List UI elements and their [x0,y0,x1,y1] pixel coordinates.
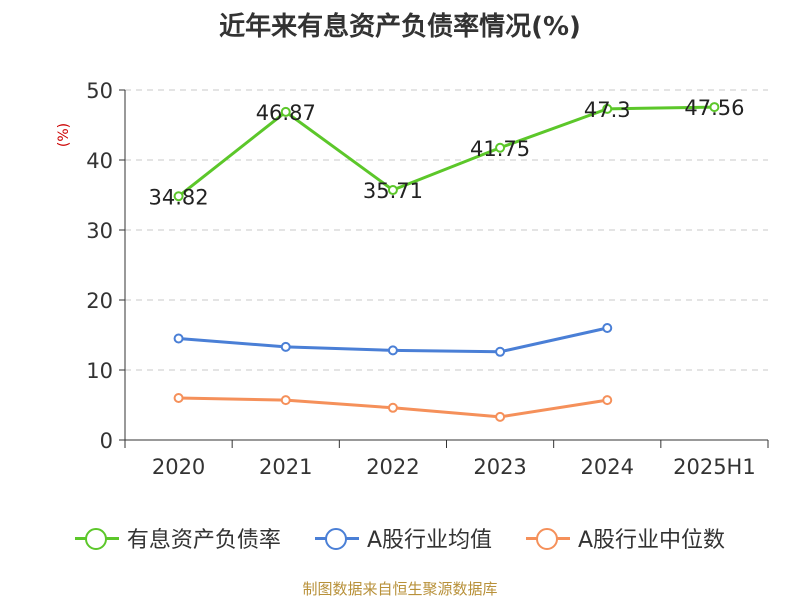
y-tick-label: 40 [86,149,113,173]
data-point [173,333,184,344]
data-label: 47.56 [684,96,744,120]
data-point [495,142,506,153]
data-source-note: 制图数据来自恒生聚源数据库 [302,580,498,598]
data-point [709,102,720,113]
data-label: 46.87 [256,101,316,125]
legend-label: A股行业中位数 [578,528,726,553]
y-tick-label: 10 [86,359,113,383]
series-line [177,105,715,198]
x-tick-label: 2020 [152,455,205,479]
legend-label: A股行业均值 [366,528,492,553]
chart-title: 近年来有息资产负债率情况(%) [219,12,581,42]
data-labels: 34.82 46.87 35.71 41.75 47.3 47.56 [149,96,745,209]
legend-item-industry-median[interactable]: A股行业中位数 [526,522,725,554]
data-point [495,346,506,357]
legend-label: 有息资产负债率 [126,528,281,553]
legend-item-interest-debt-ratio[interactable]: 有息资产负债率 [74,522,281,554]
data-label: 41.75 [470,137,530,161]
x-tick-label: 2022 [366,455,419,479]
legend-marker-icon [526,527,570,550]
data-point [387,402,398,413]
legend-marker-icon [314,527,359,550]
gridlines [125,89,768,371]
data-point [602,323,613,333]
data-point [173,191,184,202]
legend-item-industry-mean[interactable]: A股行业均值 [314,522,492,554]
data-point [173,393,184,403]
data-point [602,395,613,406]
y-tick-label: 30 [86,219,113,243]
y-tick-label: 20 [86,289,113,313]
data-point [387,185,398,196]
y-tick-label: 50 [86,79,113,103]
series-lines [173,102,720,422]
data-label: 47.3 [584,98,631,122]
axes: 0 10 20 30 40 50 2020 2021 2022 2023 2024 2025H1 [86,79,769,479]
data-label: 34.82 [149,185,209,209]
x-tick-label: 2023 [473,455,526,479]
data-point [495,411,506,422]
legend: 有息资产负债率 A股行业均值 A股行业中位数 [0,522,800,554]
data-point [602,103,613,114]
data-point [387,345,398,356]
data-label: 35.71 [363,179,423,203]
y-tick-label: 0 [100,429,113,453]
x-tick-label: 2024 [581,455,634,479]
data-point [280,106,291,117]
x-tick-label: 2021 [259,455,312,479]
legend-marker-icon [74,527,119,550]
data-point [280,341,291,352]
data-point [280,395,291,406]
x-tick-label: 2025H1 [673,455,756,479]
